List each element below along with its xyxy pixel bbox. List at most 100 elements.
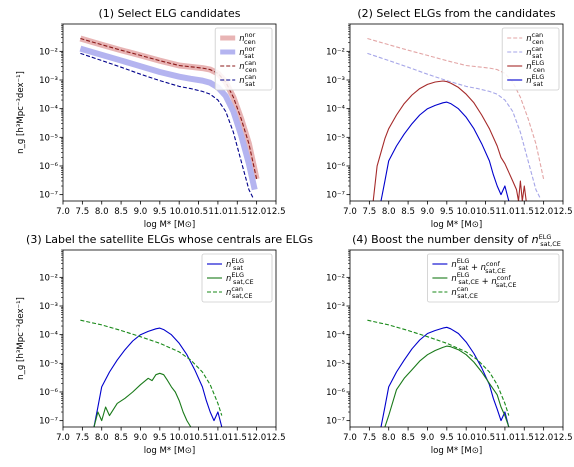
- y-tick-label: 10⁻³: [326, 76, 345, 86]
- x-tick-label: 9.5: [153, 433, 167, 443]
- x-tick-label: 8.0: [382, 433, 396, 443]
- y-tick-label: 10⁻⁷: [326, 191, 345, 201]
- x-tick-label: 9.5: [440, 433, 454, 443]
- x-tick-label: 12.5: [553, 433, 572, 443]
- legend-entry: ncan sat: [526, 45, 543, 60]
- series-line-1: [93, 327, 223, 427]
- legend-entry: nnor sat: [239, 45, 255, 60]
- y-axis-label: n_g [h³Mpc⁻³dex⁻¹]: [16, 297, 26, 380]
- chart-panel-3: 7.0 7.5 8.0 8.5 9.0 9.5 10.0 10.5 11.0 11.5 12.0 12…: [16, 233, 313, 456]
- x-tick-label: 8.5: [114, 433, 128, 443]
- y-tick-label: 10⁻⁷: [39, 191, 58, 201]
- y-tick-label: 10⁻⁶: [326, 388, 345, 398]
- legend-entry: ncan cen: [526, 31, 544, 46]
- series-line-1: [380, 326, 510, 427]
- series-line-3: [367, 319, 510, 416]
- y-tick-label: 10⁻²: [39, 47, 58, 57]
- x-tick-label: 11.0: [208, 433, 227, 443]
- y-tick-label: 10⁻⁴: [39, 331, 58, 341]
- legend-entry: nELG sat: [226, 257, 244, 272]
- y-tick-label: 10⁻⁶: [326, 162, 345, 172]
- x-tick-label: 12.0: [534, 433, 553, 443]
- x-tick-label: 10.0: [457, 433, 476, 443]
- x-tick-label: 9.0: [421, 207, 435, 217]
- x-tick-label: 7.0: [56, 433, 70, 443]
- x-tick-label: 12.0: [534, 207, 553, 217]
- x-tick-label: 7.0: [343, 433, 357, 443]
- x-tick-label: 7.0: [56, 207, 70, 217]
- legend-entry: nELG sat: [526, 73, 544, 88]
- y-tick-label: 10⁻³: [326, 302, 345, 312]
- plot-frame: [62, 23, 277, 202]
- chart-title: (4) Boost the number density of nELG sat,…: [352, 233, 561, 248]
- y-tick-label: 10⁻⁵: [39, 359, 58, 369]
- x-tick-label: 8.0: [95, 207, 109, 217]
- y-tick-label: 10⁻²: [326, 47, 345, 57]
- legend-entry: ncan cen: [239, 59, 257, 74]
- y-tick-label: 10⁻⁵: [39, 133, 58, 143]
- x-tick-label: 8.5: [401, 433, 415, 443]
- x-tick-label: 7.5: [76, 433, 90, 443]
- y-tick-label: 10⁻²: [326, 273, 345, 283]
- x-tick-label: 8.0: [95, 433, 109, 443]
- plot-frame: [62, 249, 277, 428]
- x-tick-label: 10.5: [476, 433, 495, 443]
- legend-entry: nELG sat + nconf sat,CE: [451, 257, 505, 275]
- x-tick-label: 11.0: [495, 433, 514, 443]
- y-tick-label: 10⁻⁶: [39, 388, 58, 398]
- chart-title: (2) Select ELGs from the candidates: [357, 7, 556, 20]
- x-tick-label: 9.0: [134, 207, 148, 217]
- legend-entry: ncan sat,CE: [226, 285, 253, 300]
- x-tick-label: 12.0: [247, 207, 266, 217]
- series-line-4: [80, 52, 254, 198]
- legend-entry: ncan sat: [239, 73, 256, 88]
- plot-frame: [349, 249, 564, 428]
- plot-frame: [349, 23, 564, 202]
- x-tick-label: 9.5: [440, 207, 454, 217]
- x-tick-label: 9.0: [134, 433, 148, 443]
- series-line-2: [367, 52, 541, 198]
- chart-panel-1: 7.0 7.5 8.0 8.5 9.0 9.5 10.0 10.5 11.0 11.5 12.0 12…: [16, 7, 286, 230]
- x-tick-label: 11.5: [515, 207, 534, 217]
- x-tick-label: 10.5: [189, 433, 208, 443]
- x-tick-label: 7.5: [76, 207, 90, 217]
- y-tick-label: 10⁻³: [39, 76, 58, 86]
- series-line-3: [80, 319, 223, 416]
- legend-entry: nELG cen: [526, 59, 545, 74]
- chart-panel-4: 7.0 7.5 8.0 8.5 9.0 9.5 10.0 10.5 11.0 11.5 12.0 12…: [326, 233, 572, 456]
- x-tick-label: 11.0: [495, 207, 514, 217]
- y-tick-label: 10⁻⁵: [326, 133, 345, 143]
- legend-entry: nELG sat,CE + nconf sat,CE: [451, 271, 516, 289]
- x-tick-label: 9.5: [153, 207, 167, 217]
- x-axis-label: log M* [M⊙]: [431, 446, 483, 456]
- chart-title: (3) Label the satellite ELGs whose centr…: [26, 233, 313, 246]
- legend-entry: nnor cen: [239, 31, 256, 46]
- x-tick-label: 12.5: [553, 207, 572, 217]
- y-tick-label: 10⁻⁵: [326, 359, 345, 369]
- x-tick-label: 9.0: [421, 433, 435, 443]
- x-tick-label: 10.5: [189, 207, 208, 217]
- x-tick-label: 10.0: [170, 207, 189, 217]
- x-tick-label: 11.5: [515, 433, 534, 443]
- y-axis-label: n_g [h³Mpc⁻³dex⁻¹]: [16, 71, 26, 154]
- x-tick-label: 8.5: [114, 207, 128, 217]
- x-axis-label: log M* [M⊙]: [431, 220, 483, 230]
- series-line-3: [372, 80, 527, 201]
- x-tick-label: 11.0: [208, 207, 227, 217]
- y-tick-label: 10⁻⁷: [326, 417, 345, 427]
- x-tick-label: 10.5: [476, 207, 495, 217]
- legend-entry: ncan sat,CE: [451, 285, 478, 300]
- legend-entry: nELG sat,CE: [226, 271, 254, 286]
- y-tick-label: 10⁻⁶: [39, 162, 58, 172]
- series-line-4: [380, 101, 510, 201]
- series-line-2: [93, 372, 192, 427]
- x-axis-label: log M* [M⊙]: [144, 446, 196, 456]
- x-tick-label: 12.5: [266, 433, 285, 443]
- x-axis-label: log M* [M⊙]: [144, 220, 196, 230]
- x-tick-label: 8.0: [382, 207, 396, 217]
- x-tick-label: 12.5: [266, 207, 285, 217]
